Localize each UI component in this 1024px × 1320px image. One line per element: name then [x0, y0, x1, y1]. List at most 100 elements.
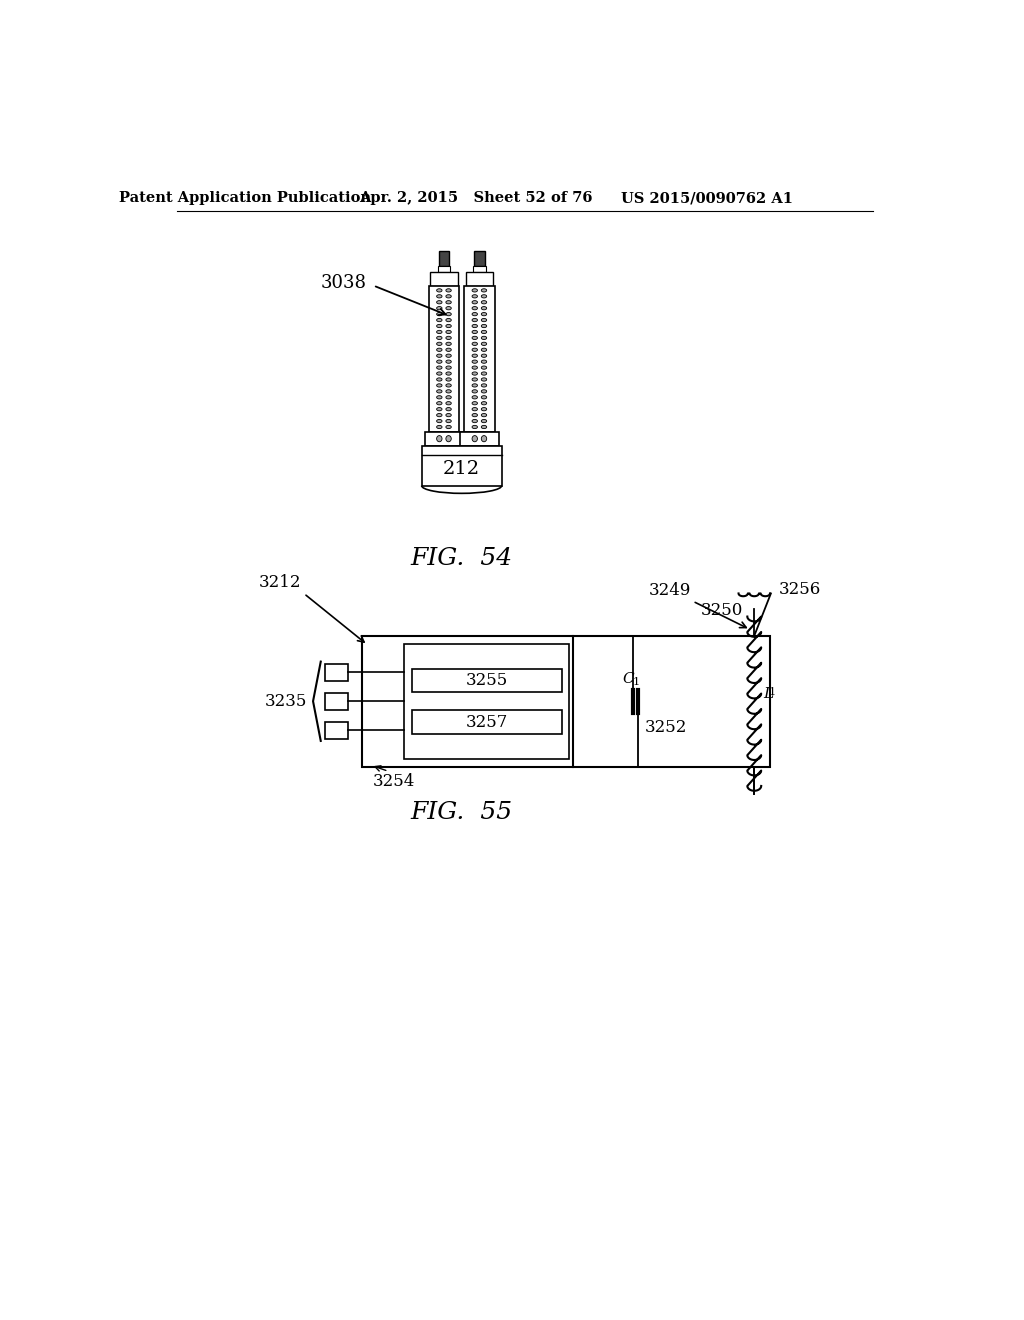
Ellipse shape [481, 301, 486, 304]
Ellipse shape [445, 372, 452, 375]
Ellipse shape [472, 360, 477, 363]
Ellipse shape [472, 313, 477, 315]
Ellipse shape [436, 306, 442, 310]
Ellipse shape [472, 425, 477, 429]
Ellipse shape [436, 396, 442, 399]
Ellipse shape [481, 337, 486, 339]
Text: 3257: 3257 [466, 714, 508, 730]
Ellipse shape [472, 318, 477, 322]
Ellipse shape [472, 342, 477, 346]
Ellipse shape [436, 360, 442, 363]
Ellipse shape [445, 342, 452, 346]
Ellipse shape [445, 401, 452, 405]
Bar [425, 432, 463, 446]
Ellipse shape [445, 366, 452, 370]
Text: 1: 1 [632, 677, 639, 688]
Ellipse shape [445, 294, 452, 298]
Text: Apr. 2, 2015   Sheet 52 of 76: Apr. 2, 2015 Sheet 52 of 76 [358, 191, 592, 206]
Ellipse shape [481, 366, 486, 370]
Ellipse shape [481, 313, 486, 315]
Ellipse shape [436, 436, 442, 442]
Ellipse shape [436, 425, 442, 429]
Ellipse shape [436, 408, 442, 411]
Ellipse shape [481, 401, 486, 405]
Text: 3254: 3254 [373, 774, 416, 789]
Ellipse shape [472, 337, 477, 339]
Ellipse shape [445, 436, 452, 442]
Ellipse shape [472, 366, 477, 370]
Bar [412, 669, 562, 692]
Ellipse shape [481, 294, 486, 298]
Ellipse shape [436, 325, 442, 327]
Ellipse shape [481, 384, 486, 387]
Ellipse shape [445, 378, 452, 381]
Text: 3256: 3256 [778, 581, 821, 598]
Text: 3038: 3038 [321, 275, 367, 292]
Ellipse shape [445, 301, 452, 304]
Ellipse shape [472, 420, 477, 422]
Text: 212: 212 [443, 461, 480, 478]
Ellipse shape [445, 413, 452, 417]
Text: 3212: 3212 [259, 574, 301, 591]
Ellipse shape [481, 378, 486, 381]
Ellipse shape [436, 413, 442, 417]
Ellipse shape [445, 384, 452, 387]
Ellipse shape [472, 384, 477, 387]
Ellipse shape [472, 301, 477, 304]
Bar [473, 267, 485, 272]
Ellipse shape [481, 420, 486, 422]
Ellipse shape [436, 384, 442, 387]
Ellipse shape [445, 389, 452, 393]
Bar [361, 636, 770, 767]
Ellipse shape [481, 330, 486, 334]
Bar [474, 251, 484, 267]
Text: 3235: 3235 [264, 693, 307, 710]
Bar [438, 267, 451, 272]
Ellipse shape [472, 325, 477, 327]
Ellipse shape [445, 337, 452, 339]
Bar [422, 446, 502, 486]
Ellipse shape [436, 318, 442, 322]
Bar [430, 272, 458, 286]
Ellipse shape [472, 289, 477, 292]
Ellipse shape [436, 372, 442, 375]
Ellipse shape [481, 318, 486, 322]
Ellipse shape [436, 301, 442, 304]
Bar [325, 693, 348, 710]
Ellipse shape [472, 408, 477, 411]
Bar [325, 664, 348, 681]
Ellipse shape [481, 306, 486, 310]
Ellipse shape [481, 396, 486, 399]
Ellipse shape [436, 366, 442, 370]
Ellipse shape [436, 401, 442, 405]
Ellipse shape [472, 413, 477, 417]
Bar [460, 432, 499, 446]
Ellipse shape [445, 289, 452, 292]
Ellipse shape [436, 378, 442, 381]
Text: US 2015/0090762 A1: US 2015/0090762 A1 [621, 191, 793, 206]
Ellipse shape [445, 318, 452, 322]
Ellipse shape [436, 330, 442, 334]
Bar [429, 286, 460, 432]
Ellipse shape [445, 360, 452, 363]
Ellipse shape [481, 389, 486, 393]
Ellipse shape [472, 354, 477, 358]
Ellipse shape [445, 396, 452, 399]
Ellipse shape [445, 330, 452, 334]
Text: 3255: 3255 [466, 672, 508, 689]
Ellipse shape [436, 389, 442, 393]
Bar [438, 251, 450, 267]
Bar [403, 644, 569, 759]
Ellipse shape [481, 425, 486, 429]
Ellipse shape [445, 420, 452, 422]
Ellipse shape [436, 313, 442, 315]
Ellipse shape [472, 294, 477, 298]
Ellipse shape [481, 354, 486, 358]
Ellipse shape [472, 389, 477, 393]
Text: FIG.  54: FIG. 54 [411, 548, 513, 570]
Ellipse shape [436, 348, 442, 351]
Ellipse shape [445, 313, 452, 315]
Ellipse shape [445, 408, 452, 411]
Text: C: C [623, 672, 634, 686]
Ellipse shape [481, 408, 486, 411]
